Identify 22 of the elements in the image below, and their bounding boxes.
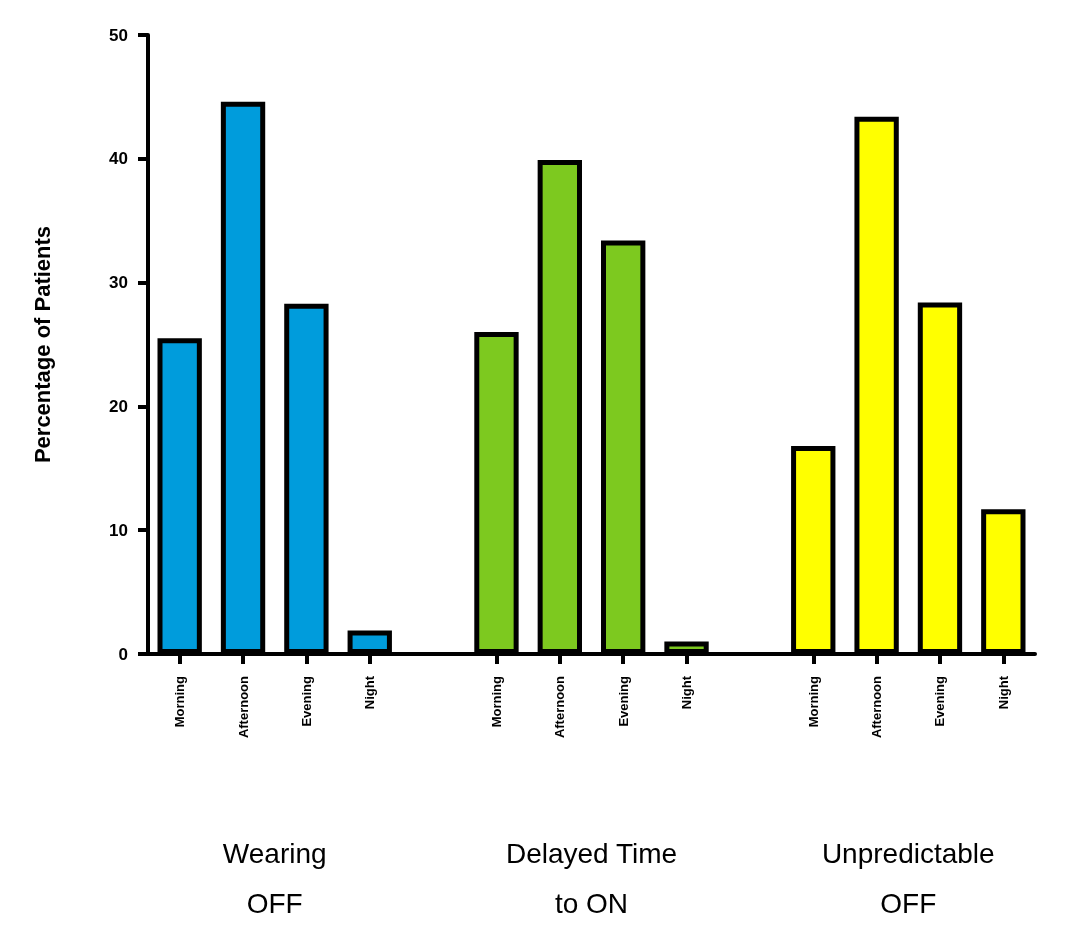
y-tick-label: 50 <box>109 25 128 45</box>
y-axis-title: Percentage of Patients <box>29 225 55 464</box>
y-tick-label: 30 <box>109 273 128 293</box>
x-tick-label: Night <box>679 675 695 710</box>
y-tick-label: 10 <box>109 520 128 540</box>
x-tick-label: Night <box>362 675 378 710</box>
text: Wearing OFF <box>222 837 327 919</box>
x-tick-label: Evening <box>615 675 631 727</box>
x-tick-label: Afternoon <box>552 675 568 739</box>
x-tick-label: Afternoon <box>235 675 251 739</box>
y-tick-label: 0 <box>118 644 128 664</box>
y-tick-label: 20 <box>109 396 128 416</box>
x-tick-label: Morning <box>172 675 188 728</box>
x-tick-label: Morning <box>805 675 821 728</box>
x-tick-label: Night <box>995 675 1011 710</box>
x-tick-label: Afternoon <box>869 675 885 739</box>
text: Unpredictable OFF <box>821 837 995 919</box>
x-tick-label: Evening <box>932 675 948 727</box>
y-tick-label: 40 <box>109 149 128 169</box>
x-tick-label: Evening <box>298 675 314 727</box>
x-tick-label: Morning <box>488 675 504 728</box>
text: Delayed Time to ON <box>505 837 678 919</box>
